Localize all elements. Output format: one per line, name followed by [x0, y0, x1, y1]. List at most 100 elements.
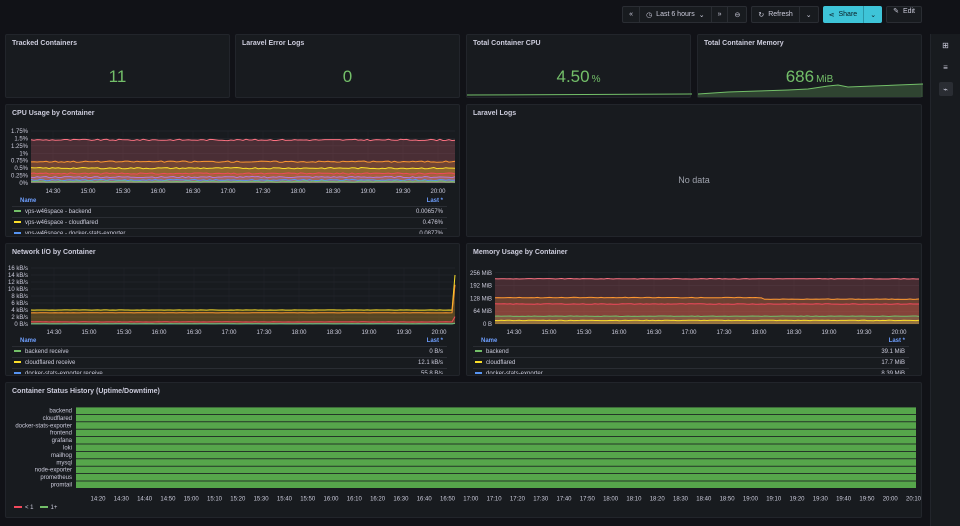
legend-name-header[interactable]: Name — [20, 198, 37, 204]
stat-value: 4.50% — [556, 67, 601, 86]
x-tick-label: 16:00 — [323, 496, 339, 502]
legend-row[interactable]: docker-stats-exporter receive 55.8 B/s — [12, 368, 447, 374]
x-tick-label: 18:30 — [325, 189, 341, 195]
legend-item-lt1[interactable]: < 1 — [14, 505, 34, 511]
laravel-logs-panel[interactable]: Laravel Logs No data — [466, 104, 922, 237]
share-group: ⋖ Share ⌄ — [822, 6, 883, 23]
outline-icon[interactable]: ≡ — [943, 62, 948, 72]
stat-panel-laravel-error-logs[interactable]: Laravel Error Logs 0 — [235, 34, 460, 98]
share-button[interactable]: ⋖ Share — [823, 6, 865, 23]
y-tick-label: 64 MiB — [473, 309, 492, 315]
edit-button[interactable]: ✎ Edit — [887, 7, 921, 16]
legend-name-header[interactable]: Name — [20, 338, 37, 344]
y-tick-label: 14 kB/s — [8, 273, 28, 279]
x-tick-label: 16:00 — [151, 330, 167, 336]
stat-panel-tracked-containers[interactable]: Tracked Containers 11 — [5, 34, 230, 98]
x-tick-label: 20:10 — [906, 496, 922, 502]
time-range-picker[interactable]: ◷ Last 6 hours ⌄ — [640, 7, 712, 22]
x-tick-label: 14:30 — [506, 330, 522, 336]
y-tick-label: 6 kB/s — [11, 301, 28, 307]
y-tick-label: 0% — [19, 181, 28, 187]
legend-row[interactable]: vps-w46space - backend 0.00657% — [12, 206, 447, 217]
memory-usage-panel[interactable]: Memory Usage by Container 0 B 64 MiB 128 M… — [466, 243, 922, 376]
row-label: node-exporter — [35, 468, 72, 474]
dashboard-settings-icon[interactable]: ⌁ — [938, 82, 953, 96]
legend-rows: vps-w46space - backend 0.00657% vps-w46spa… — [12, 206, 447, 234]
x-tick-label: 19:00 — [821, 330, 837, 336]
network-legend: Name Last * backend receive 0 B/s cloudfla… — [12, 338, 447, 374]
x-tick-label: 19:00 — [361, 330, 377, 336]
y-tick-label: 16 kB/s — [8, 266, 28, 272]
series-line — [494, 303, 919, 305]
legend-row[interactable]: vps-w46space - docker-stats-exporter 0.08… — [12, 228, 447, 234]
time-shift-forward-button[interactable]: » — [712, 7, 729, 22]
share-dropdown[interactable]: ⌄ — [864, 6, 882, 23]
row-label: docker-stats-exporter — [15, 423, 72, 429]
legend-swatch — [475, 372, 482, 374]
series-line — [494, 296, 920, 300]
x-tick-label: 17:20 — [510, 496, 526, 502]
y-tick-label: 1.75% — [11, 129, 29, 135]
legend-swatch — [14, 210, 21, 213]
cpu-usage-panel[interactable]: CPU Usage by Container 0% 0.25% 0.5% 0.75% 1… — [5, 104, 460, 237]
status-bar — [76, 407, 916, 414]
x-tick-label: 17:40 — [556, 496, 572, 502]
x-tick-label: 18:30 — [673, 496, 689, 502]
legend-row[interactable]: cloudflared receive 12.1 kB/s — [12, 357, 447, 368]
x-tick-label: 16:30 — [185, 189, 201, 195]
chevron-down-icon: ⌄ — [805, 11, 812, 19]
series-line — [31, 322, 456, 325]
legend-row[interactable]: docker-stats-exporter 8.39 MiB — [473, 368, 909, 374]
x-tick-label: 19:30 — [396, 330, 412, 336]
chevrons-left-icon: « — [629, 11, 634, 18]
panel-title: CPU Usage by Container — [12, 110, 95, 117]
series-area — [31, 275, 455, 324]
series-area — [31, 167, 455, 183]
legend-rows: backend 39.1 MiB cloudflared 17.7 MiB docker… — [473, 346, 909, 374]
status-legend: < 1 1+ — [14, 505, 57, 511]
stat-panel-total-memory[interactable]: Total Container Memory 686 MiB — [697, 34, 923, 98]
x-tick-label: 20:00 — [430, 189, 446, 195]
legend-row[interactable]: backend receive 0 B/s — [12, 346, 447, 357]
x-tick-label: 18:20 — [650, 496, 666, 502]
legend-last-header[interactable]: Last * — [426, 338, 443, 344]
legend-item-ge1[interactable]: 1+ — [39, 505, 57, 511]
x-tick-label: 19:40 — [836, 496, 852, 502]
legend-header: Name Last * — [473, 338, 909, 346]
chevron-down-icon: ⌄ — [870, 11, 877, 19]
legend-last-header[interactable]: Last * — [426, 198, 443, 204]
y-tick-label: 4 kB/s — [11, 308, 28, 314]
panel-title: Memory Usage by Container — [473, 249, 568, 256]
time-shift-back-button[interactable]: « — [623, 7, 641, 22]
x-tick-label: 18:00 — [751, 330, 767, 336]
zoom-out-button[interactable]: ⊖ — [728, 7, 746, 22]
row-label: prometheus — [40, 475, 72, 481]
y-tick-label: 1.25% — [11, 144, 29, 150]
add-panel-icon[interactable]: ⊞ — [942, 40, 949, 50]
y-tick-label: 128 MiB — [470, 296, 492, 302]
legend-series-value: 55.8 B/s — [420, 371, 443, 374]
edit-group: ✎ Edit — [886, 6, 922, 23]
legend-series-value: 8.39 MiB — [881, 371, 905, 374]
stat-panel-total-cpu[interactable]: Total Container CPU 4.50% — [466, 34, 692, 98]
row-label: grafana — [52, 438, 73, 444]
refresh-interval-dropdown[interactable]: ⌄ — [800, 7, 818, 22]
status-history-panel[interactable]: Container Status History (Uptime/Downtim… — [5, 382, 922, 518]
legend-row[interactable]: cloudflared 17.7 MiB — [473, 357, 909, 368]
series-area — [31, 284, 455, 324]
status-bar — [76, 459, 916, 466]
memory-sparkline — [698, 83, 923, 97]
series-line — [30, 172, 456, 175]
legend-row[interactable]: vps-w46space - cloudflared 0.476% — [12, 217, 447, 228]
legend-last-header[interactable]: Last * — [888, 338, 905, 344]
refresh-button[interactable]: ↻ Refresh — [752, 7, 800, 22]
legend-row[interactable]: backend 39.1 MiB — [473, 346, 909, 357]
x-tick-label: 14:50 — [160, 496, 176, 502]
network-io-panel[interactable]: Network I/O by Container 0 B/s 2 kB/s 4 kB… — [5, 243, 460, 376]
series-line — [30, 274, 456, 311]
x-tick-label: 14:20 — [90, 496, 106, 502]
y-tick-label: 1.5% — [14, 136, 28, 142]
legend-name-header[interactable]: Name — [481, 338, 498, 344]
legend-swatch — [14, 232, 21, 234]
